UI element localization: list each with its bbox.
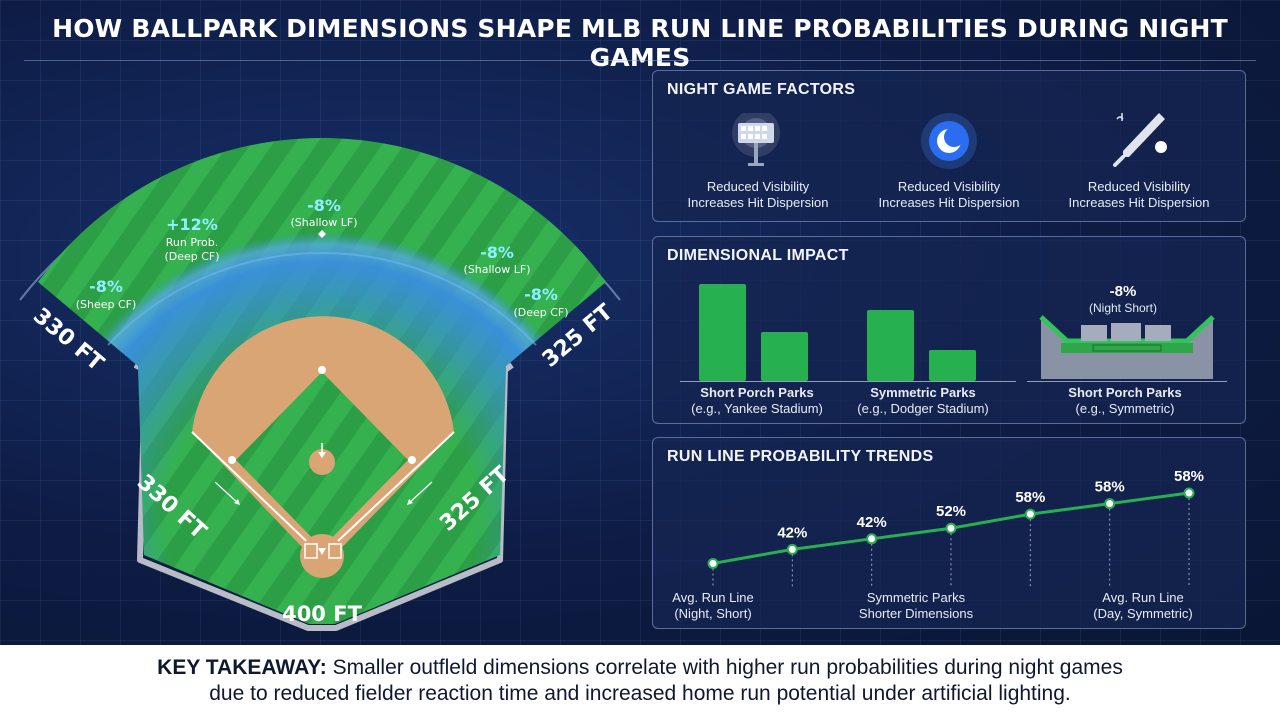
center-marker — [318, 230, 326, 238]
annotation-right-line1: (Shallow LF) — [463, 263, 530, 276]
dimensional-impact-panel: DIMENSIONAL IMPACT Short Porch Parks (e.… — [652, 236, 1246, 424]
takeaway-line-1: KEY TAKEAWAY: Smaller outfleld dimension… — [0, 655, 1280, 681]
trend-label-1-name: Avg. Run Line — [672, 590, 754, 605]
pitch-arrowhead — [318, 452, 326, 458]
impact-bar-1-1 — [699, 284, 746, 381]
bat-ball-icon — [1113, 113, 1167, 167]
runner-arrow-left — [214, 481, 239, 504]
impact-bar-2-2 — [929, 350, 976, 381]
impact-group-1-caption: Short Porch Parks (e.g., Yankee Stadium) — [675, 385, 839, 417]
trend-label-3-sub: (Day, Symmetric) — [1093, 606, 1193, 621]
takeaway-text-1: Smaller outfleld dimensions correlate wi… — [326, 656, 1123, 679]
stadium-note-label: (Night Short) — [1088, 301, 1158, 315]
impact-bar-1-2 — [761, 332, 808, 381]
factor-1-line2: Increases Hit Dispersion — [687, 195, 829, 210]
factor-3-line2: Increases Hit Dispersion — [1068, 195, 1210, 210]
moon-icon — [921, 113, 977, 169]
annotation-far-right-pct: -8% — [524, 285, 558, 304]
annotation-left-line1: (Sheep CF) — [76, 298, 137, 311]
trend-label-2: Symmetric Parks Shorter Dimensions — [841, 590, 991, 622]
home-plate-circle — [300, 534, 344, 578]
factor-item-1: Reduced Visibility Increases Hit Dispers… — [663, 179, 853, 211]
impact-group-3-name: Short Porch Parks — [1068, 385, 1182, 400]
home-plate — [318, 548, 326, 555]
trend-point-label-4: 52% — [936, 503, 966, 520]
trend-line-chart: 42% 42% 52% 58% 58% 58% — [707, 468, 1204, 588]
impact-bar-2-1 — [867, 309, 914, 381]
impact-group-3-sub: (e.g., Symmetric) — [1075, 401, 1175, 416]
batters-box-right — [328, 543, 342, 559]
runner-arrowhead-right — [407, 499, 413, 505]
runner-arrowhead-left — [234, 499, 240, 505]
trend-label-2-name: Symmetric Parks — [866, 590, 966, 605]
annotation-right-pct: -8% — [480, 243, 514, 262]
stadium-light-icon — [732, 113, 780, 166]
factor-item-2: Reduced Visibility Increases Hit Dispers… — [854, 179, 1044, 211]
title-divider — [24, 60, 1256, 61]
key-takeaway-banner: KEY TAKEAWAY: Smaller outfleld dimension… — [0, 645, 1280, 720]
trend-point-label-2: 42% — [777, 524, 807, 541]
takeaway-lead: KEY TAKEAWAY: — [157, 656, 327, 679]
dimensional-impact-title: DIMENSIONAL IMPACT — [667, 247, 849, 264]
impact-group-1-name: Short Porch Parks — [700, 385, 814, 400]
ballpark-diagram: 330 FT 325 FT 330 FT 325 FT 400 FT +12% … — [19, 137, 621, 631]
trend-point-label-7: 58% — [1174, 468, 1204, 485]
annotation-center-line1: (Shallow LF) — [290, 216, 357, 229]
run-line-trends-title: RUN LINE PROBABILITY TRENDS — [667, 448, 934, 465]
annotation-center-pct: -8% — [307, 196, 341, 215]
pitchers-mound — [309, 449, 335, 475]
annotation-deep-cf-line1: Run Prob. — [166, 236, 219, 249]
trend-point-4 — [945, 522, 957, 534]
night-game-factors-title: NIGHT GAME FACTORS — [667, 81, 856, 98]
factor-2-line2: Increases Hit Dispersion — [878, 195, 1020, 210]
trend-label-1: Avg. Run Line (Night, Short) — [648, 590, 778, 622]
trend-point-2 — [786, 543, 798, 555]
trend-label-2-sub: Shorter Dimensions — [858, 606, 974, 621]
trend-point-6 — [1104, 498, 1116, 510]
batters-box-left — [304, 543, 318, 559]
second-base — [318, 366, 326, 374]
foul-line-left — [191, 431, 323, 557]
trend-label-3: Avg. Run Line (Day, Symmetric) — [1073, 590, 1213, 622]
distance-center: 400 FT — [282, 602, 362, 626]
page-title: HOW BALLPARK DIMENSIONS SHAPE MLB RUN LI… — [52, 14, 1228, 72]
factor-1-line1: Reduced Visibility — [706, 179, 810, 194]
stadium-cross-section-icon — [1039, 315, 1215, 379]
impact-group-1-sub: (e.g., Yankee Stadium) — [691, 401, 823, 416]
warning-track-arc — [107, 252, 537, 346]
foul-line-right — [321, 431, 455, 557]
runner-arrow-right — [408, 481, 433, 504]
impact-group-2-caption: Symmetric Parks (e.g., Dodger Stadium) — [841, 385, 1005, 417]
trend-label-1-sub: (Night, Short) — [674, 606, 752, 621]
trend-point-label-6: 58% — [1095, 479, 1125, 496]
trend-point-label-3: 42% — [857, 514, 887, 531]
trend-point-5 — [1024, 508, 1036, 520]
takeaway-text-2: due to reduced fielder reaction time and… — [209, 682, 1071, 705]
impact-group-3-caption: Short Porch Parks (e.g., Symmetric) — [1039, 385, 1211, 417]
impact-group-2-sub: (e.g., Dodger Stadium) — [857, 401, 989, 416]
annotation-deep-cf-pct: +12% — [166, 215, 218, 234]
factor-2-line1: Reduced Visibility — [897, 179, 1001, 194]
annotation-left-pct: -8% — [89, 277, 123, 296]
factor-3-line1: Reduced Visibility — [1087, 179, 1191, 194]
trend-point-7 — [1183, 487, 1195, 499]
third-base — [228, 456, 236, 464]
run-line-trends-panel: RUN LINE PROBABILITY TRENDS 42% 42% 52% 58%… — [652, 437, 1246, 629]
trend-point-1 — [707, 557, 719, 569]
trend-label-3-name: Avg. Run Line — [1102, 590, 1184, 605]
trend-point-3 — [866, 533, 878, 545]
factor-item-3: Reduced Visibility Increases Hit Dispers… — [1044, 179, 1234, 211]
impact-baseline — [680, 381, 1016, 382]
first-base — [408, 456, 416, 464]
night-game-factors-panel: NIGHT GAME FACTORS Reduced Visibility In… — [652, 70, 1246, 222]
stadium-baseline — [1027, 381, 1227, 382]
trend-point-label-5: 58% — [1015, 489, 1045, 506]
annotation-deep-cf-line2: (Deep CF) — [164, 250, 219, 263]
stadium-pct-label: -8% — [1109, 283, 1137, 300]
annotation-far-right-line1: (Deep CF) — [513, 306, 568, 319]
impact-group-2-name: Symmetric Parks — [870, 385, 976, 400]
